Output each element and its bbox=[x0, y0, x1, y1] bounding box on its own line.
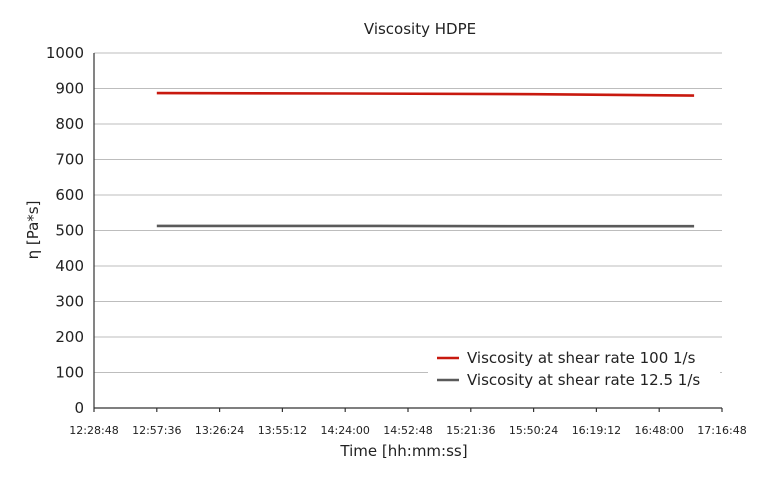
y-tick-label: 200 bbox=[55, 328, 84, 346]
x-tick-label: 14:24:00 bbox=[320, 424, 369, 437]
legend-label-1: Viscosity at shear rate 100 1/s bbox=[467, 349, 696, 367]
series-line-1 bbox=[156, 91, 695, 97]
legend-label-2: Viscosity at shear rate 12.5 1/s bbox=[467, 371, 700, 389]
legend-background bbox=[428, 340, 720, 394]
chart-title: Viscosity HDPE bbox=[364, 20, 476, 38]
x-tick-label: 17:16:48 bbox=[697, 424, 746, 437]
x-tick-label: 14:52:48 bbox=[383, 424, 432, 437]
y-tick-label: 500 bbox=[55, 222, 84, 240]
y-tick-label: 900 bbox=[55, 80, 84, 98]
y-tick-label: 400 bbox=[55, 257, 84, 275]
x-tick-labels: 12:28:48 12:57:36 13:26:24 13:55:12 14:24:00… bbox=[69, 408, 747, 437]
y-axis-label: η [Pa*s] bbox=[24, 201, 42, 260]
y-tick-label: 300 bbox=[55, 293, 84, 311]
x-tick-label: 12:57:36 bbox=[132, 424, 181, 437]
y-tick-label: 100 bbox=[55, 364, 84, 382]
y-tick-label: 0 bbox=[74, 399, 84, 417]
legend: Viscosity at shear rate 100 1/s Viscosity… bbox=[428, 340, 720, 394]
x-tick-label: 16:19:12 bbox=[572, 424, 621, 437]
y-tick-label: 700 bbox=[55, 151, 84, 169]
y-tick-label: 800 bbox=[55, 115, 84, 133]
x-tick-label: 15:21:36 bbox=[446, 424, 495, 437]
x-tick-label: 12:28:48 bbox=[69, 424, 118, 437]
y-tick-label: 600 bbox=[55, 186, 84, 204]
x-tick-label: 13:26:24 bbox=[195, 424, 244, 437]
y-tick-labels: 0 100 200 300 400 500 600 700 800 900 1000 bbox=[46, 44, 84, 417]
series-lines bbox=[156, 91, 695, 228]
grid-lines bbox=[94, 52, 722, 373]
x-tick-label: 16:48:00 bbox=[634, 424, 683, 437]
x-tick-label: 15:50:24 bbox=[509, 424, 558, 437]
x-tick-label: 13:55:12 bbox=[258, 424, 307, 437]
x-axis-label: Time [hh:mm:ss] bbox=[339, 442, 467, 460]
y-tick-label: 1000 bbox=[46, 44, 84, 62]
